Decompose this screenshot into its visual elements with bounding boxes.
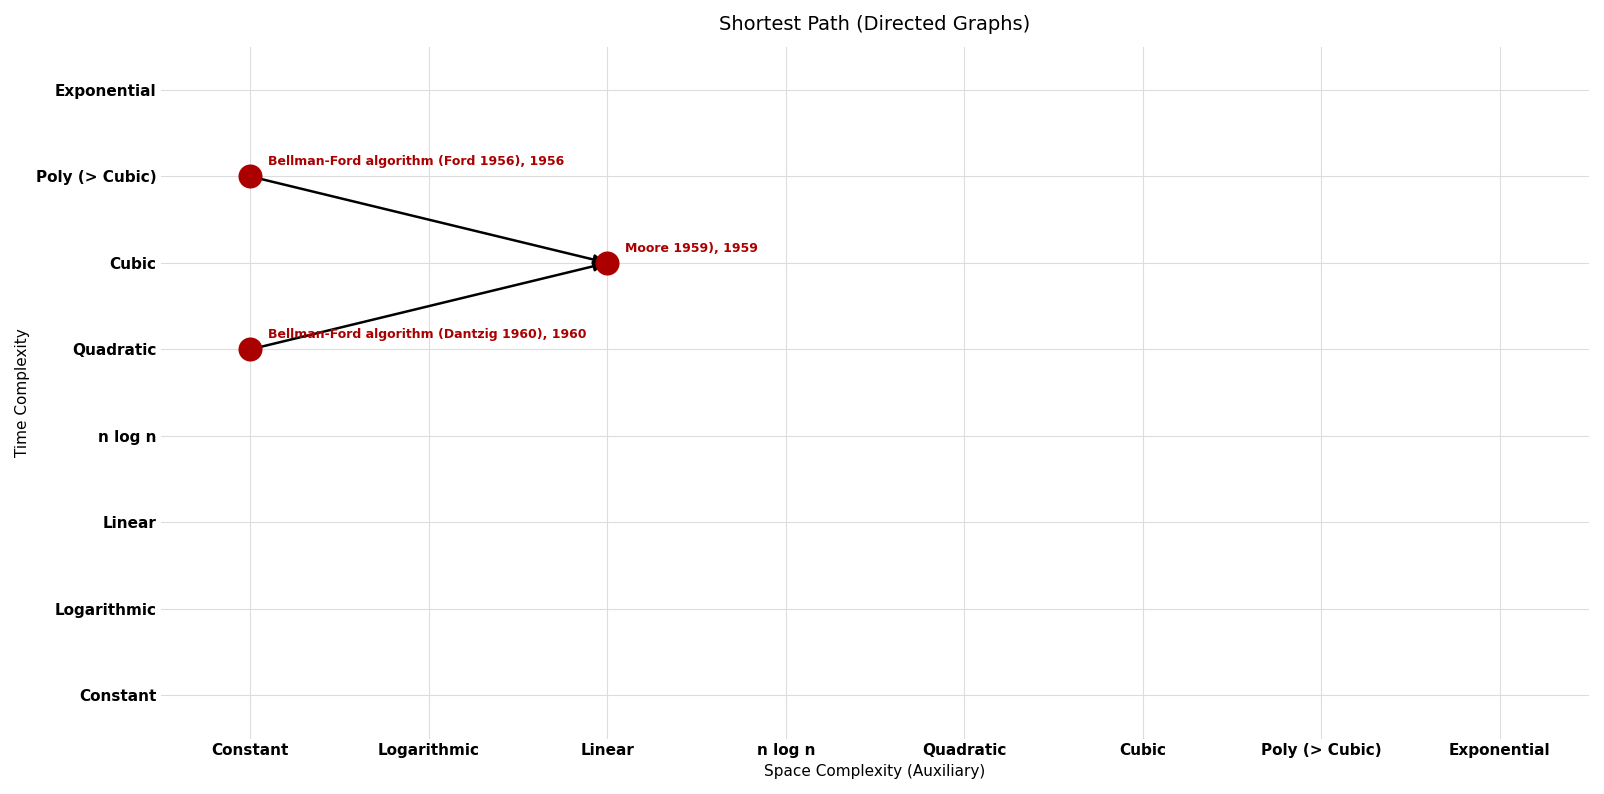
Y-axis label: Time Complexity: Time Complexity (14, 328, 30, 457)
X-axis label: Space Complexity (Auxiliary): Space Complexity (Auxiliary) (765, 764, 985, 779)
Text: Bellman-Ford algorithm (Dantzig 1960), 1960: Bellman-Ford algorithm (Dantzig 1960), 1… (268, 328, 587, 341)
Text: Bellman-Ford algorithm (Ford 1956), 1956: Bellman-Ford algorithm (Ford 1956), 1956 (268, 155, 565, 168)
Point (237, 170, 263, 183)
Point (595, 256, 621, 269)
Point (237, 343, 263, 356)
Text: Moore 1959), 1959: Moore 1959), 1959 (626, 241, 759, 255)
Title: Shortest Path (Directed Graphs): Shortest Path (Directed Graphs) (720, 15, 1031, 34)
